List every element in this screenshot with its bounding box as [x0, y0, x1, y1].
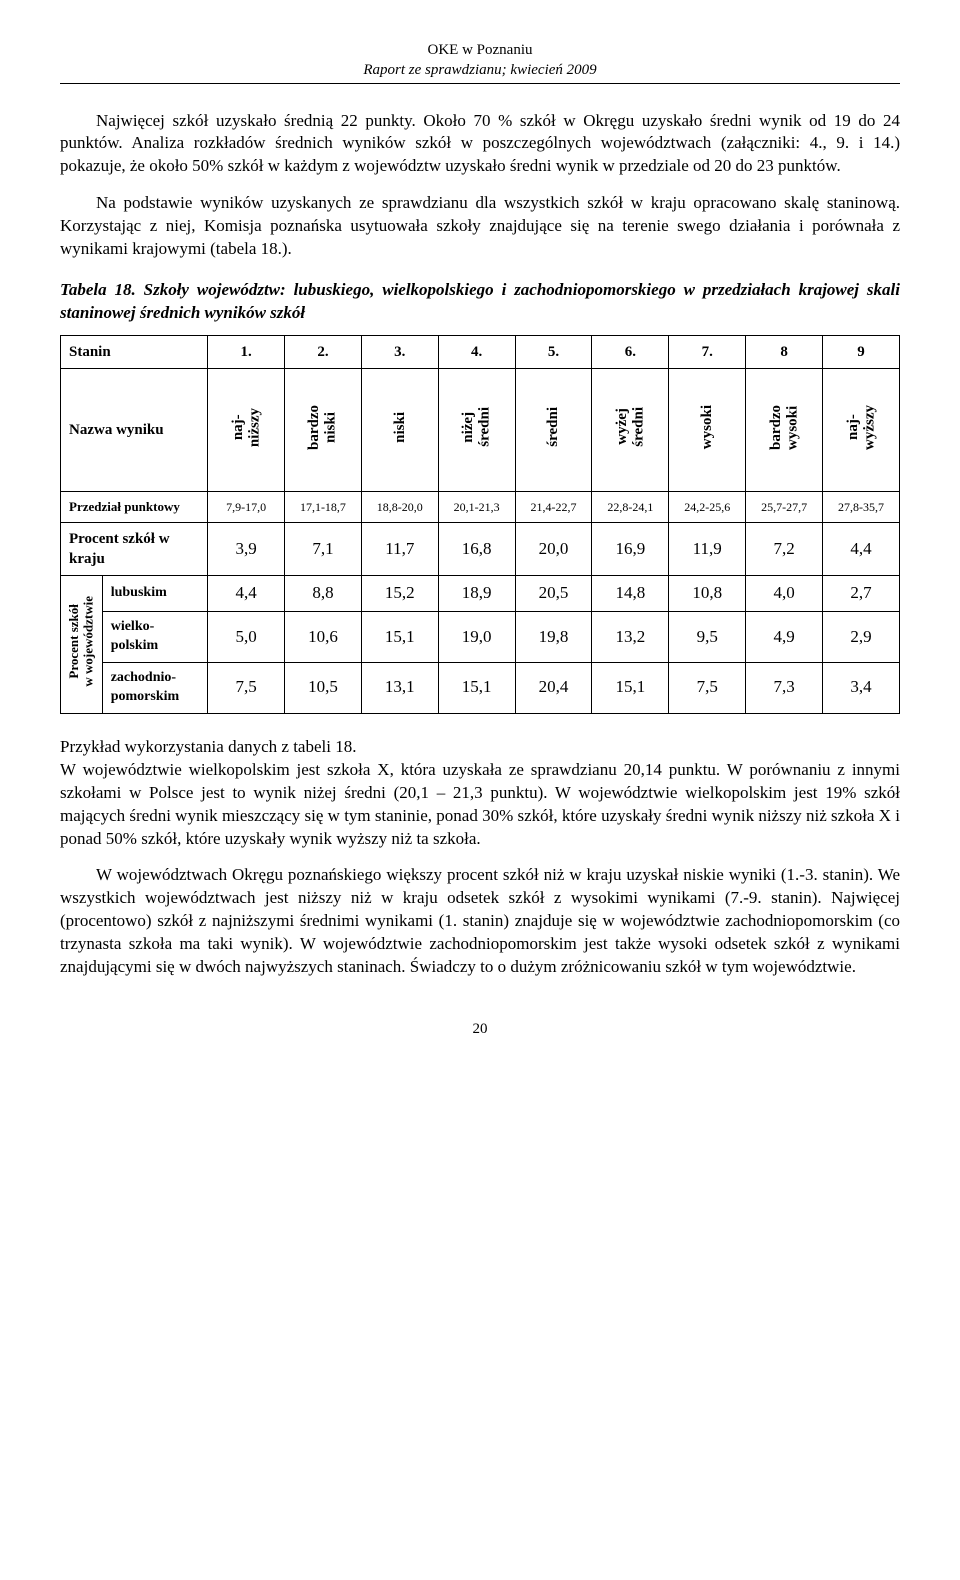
- region-1-col-2: 10,6: [285, 612, 362, 663]
- nazwa-col-7: wysoki: [669, 369, 746, 492]
- przedzial-5: 21,4-22,7: [515, 492, 592, 523]
- przedzial-6: 22,8-24,1: [592, 492, 669, 523]
- stanin-col-7: 7.: [669, 336, 746, 369]
- table-row-stanin: Stanin1.2.3.4.5.6.7.89: [61, 336, 900, 369]
- paragraph-2: Na podstawie wyników uzyskanych ze spraw…: [60, 192, 900, 261]
- region-2-col-7: 7,5: [669, 663, 746, 714]
- region-0-col-8: 4,0: [746, 576, 823, 612]
- region-0-col-4: 18,9: [438, 576, 515, 612]
- region-2-col-9: 3,4: [823, 663, 900, 714]
- przedzial-label: Przedział punktowy: [61, 492, 208, 523]
- stanin-col-5: 5.: [515, 336, 592, 369]
- region-1-col-3: 15,1: [361, 612, 438, 663]
- header-line-1: OKE w Poznaniu: [60, 40, 900, 60]
- region-1-col-4: 19,0: [438, 612, 515, 663]
- table-row-nazwa: Nazwa wynikunaj- niższybardzo niskiniski…: [61, 369, 900, 492]
- table-row-region-2: zachodnio- pomorskim7,510,513,115,120,41…: [61, 663, 900, 714]
- region-1-col-9: 2,9: [823, 612, 900, 663]
- kraj-7: 11,9: [669, 522, 746, 576]
- przedzial-2: 17,1-18,7: [285, 492, 362, 523]
- kraj-2: 7,1: [285, 522, 362, 576]
- przedzial-7: 24,2-25,6: [669, 492, 746, 523]
- region-2-col-1: 7,5: [208, 663, 285, 714]
- nazwa-col-4: niżej średni: [438, 369, 515, 492]
- table-row-kraj: Procent szkół w kraju3,97,111,716,820,01…: [61, 522, 900, 576]
- table-18: Stanin1.2.3.4.5.6.7.89Nazwa wynikunaj- n…: [60, 335, 900, 714]
- region-0-col-9: 2,7: [823, 576, 900, 612]
- nazwa-col-3: niski: [361, 369, 438, 492]
- region-0-col-1: 4,4: [208, 576, 285, 612]
- przedzial-9: 27,8-35,7: [823, 492, 900, 523]
- table-row-przedzial: Przedział punktowy7,9-17,017,1-18,718,8-…: [61, 492, 900, 523]
- region-0-col-3: 15,2: [361, 576, 438, 612]
- table-caption: Tabela 18. Szkoły województw: lubuskiego…: [60, 279, 900, 325]
- nazwa-col-9: naj- wyższy: [823, 369, 900, 492]
- paragraph-4: W województwach Okręgu poznańskiego więk…: [60, 864, 900, 979]
- nazwa-col-1: naj- niższy: [208, 369, 285, 492]
- side-label: Procent szkół w województwie: [61, 576, 103, 714]
- kraj-9: 4,4: [823, 522, 900, 576]
- table-row-region-0: Procent szkół w województwielubuskim4,48…: [61, 576, 900, 612]
- paragraph-3: Przykład wykorzystania danych z tabeli 1…: [60, 736, 900, 851]
- region-0-col-7: 10,8: [669, 576, 746, 612]
- kraj-4: 16,8: [438, 522, 515, 576]
- kraj-6: 16,9: [592, 522, 669, 576]
- nazwa-col-8: bardzo wysoki: [746, 369, 823, 492]
- region-2-col-5: 20,4: [515, 663, 592, 714]
- stanin-col-8: 8: [746, 336, 823, 369]
- kraj-3: 11,7: [361, 522, 438, 576]
- paragraph-1: Najwięcej szkół uzyskało średnią 22 punk…: [60, 110, 900, 179]
- table-row-region-1: wielko- polskim5,010,615,119,019,813,29,…: [61, 612, 900, 663]
- region-1-col-1: 5,0: [208, 612, 285, 663]
- region-2-col-3: 13,1: [361, 663, 438, 714]
- stanin-label: Stanin: [61, 336, 208, 369]
- nazwa-col-5: średni: [515, 369, 592, 492]
- kraj-1: 3,9: [208, 522, 285, 576]
- region-1-col-8: 4,9: [746, 612, 823, 663]
- region-1-col-5: 19,8: [515, 612, 592, 663]
- region-2-col-2: 10,5: [285, 663, 362, 714]
- region-1-col-7: 9,5: [669, 612, 746, 663]
- stanin-col-4: 4.: [438, 336, 515, 369]
- stanin-col-3: 3.: [361, 336, 438, 369]
- region-2-col-4: 15,1: [438, 663, 515, 714]
- region-label-2: zachodnio- pomorskim: [102, 663, 207, 714]
- region-0-col-6: 14,8: [592, 576, 669, 612]
- region-0-col-2: 8,8: [285, 576, 362, 612]
- przedzial-3: 18,8-20,0: [361, 492, 438, 523]
- przedzial-4: 20,1-21,3: [438, 492, 515, 523]
- nazwa-col-6: wyżej średni: [592, 369, 669, 492]
- przedzial-8: 25,7-27,7: [746, 492, 823, 523]
- region-2-col-8: 7,3: [746, 663, 823, 714]
- kraj-label: Procent szkół w kraju: [61, 522, 208, 576]
- stanin-col-1: 1.: [208, 336, 285, 369]
- header-line-2: Raport ze sprawdzianu; kwiecień 2009: [60, 60, 900, 80]
- region-0-col-5: 20,5: [515, 576, 592, 612]
- stanin-col-6: 6.: [592, 336, 669, 369]
- nazwa-col-2: bardzo niski: [285, 369, 362, 492]
- stanin-col-2: 2.: [285, 336, 362, 369]
- region-label-0: lubuskim: [102, 576, 207, 612]
- region-1-col-6: 13,2: [592, 612, 669, 663]
- kraj-8: 7,2: [746, 522, 823, 576]
- page-header: OKE w Poznaniu Raport ze sprawdzianu; kw…: [60, 40, 900, 84]
- nazwa-label: Nazwa wyniku: [61, 369, 208, 492]
- region-label-1: wielko- polskim: [102, 612, 207, 663]
- region-2-col-6: 15,1: [592, 663, 669, 714]
- kraj-5: 20,0: [515, 522, 592, 576]
- stanin-col-9: 9: [823, 336, 900, 369]
- page-number: 20: [60, 1019, 900, 1039]
- przedzial-1: 7,9-17,0: [208, 492, 285, 523]
